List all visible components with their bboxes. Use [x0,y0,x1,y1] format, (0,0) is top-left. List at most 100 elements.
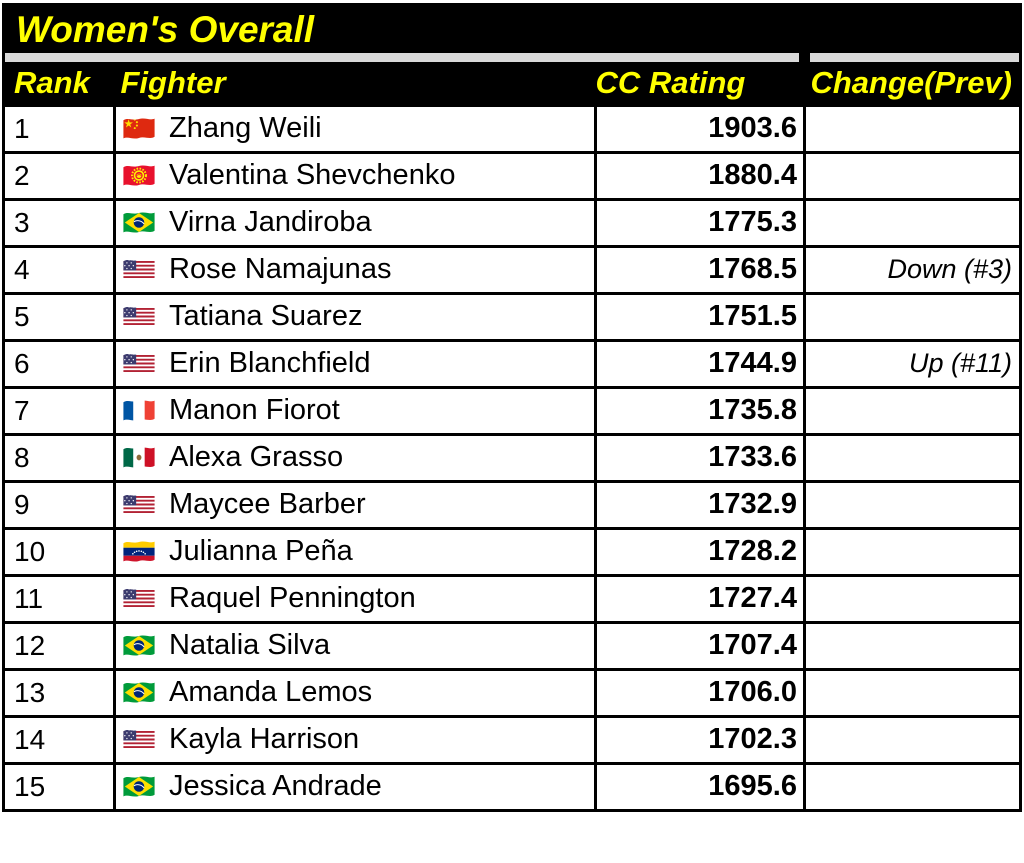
rank-cell: 15 [2,761,116,812]
fighter-name: Kayla Harrison [169,723,360,755]
fighter-name: Amanda Lemos [169,676,373,708]
change-cell [803,479,1022,530]
rank-cell: 2 [2,150,116,201]
rank-cell: 10 [2,526,116,577]
cc-rating-cell: 1728.2 [594,526,806,577]
title-row: Women's Overall [3,4,1021,53]
change-cell [803,385,1022,436]
spacer-right [799,53,1021,62]
rankings-table: Women's Overall Rank Fighter CC Rating C… [2,3,1022,812]
cc-rating-cell: 1880.4 [594,150,806,201]
flag-us-icon [122,351,156,376]
cc-rating-cell: 1768.5 [594,244,806,295]
fighter-name: Julianna Peña [169,535,353,567]
fighter-name: Alexa Grasso [169,441,344,473]
fighter-cell: Kayla Harrison [113,714,597,765]
fighter-name: Maycee Barber [169,488,366,520]
table-row: 6 Erin Blanchfield 1744.9 Up (#11) [2,338,1022,389]
flag-fr-icon [122,398,156,423]
change-cell [803,667,1022,718]
fighter-name: Raquel Pennington [169,582,416,614]
cc-rating-cell: 1775.3 [594,197,806,248]
fighter-cell: Manon Fiorot [113,385,597,436]
column-header-cc-rating: CC Rating [595,62,805,105]
change-cell: Up (#11) [803,338,1022,389]
table-row: 9 Maycee Barber 1732.9 [2,479,1022,530]
flag-br-icon [122,680,156,705]
cc-rating-cell: 1695.6 [594,761,806,812]
rank-cell: 1 [2,103,116,154]
fighter-name: Natalia Silva [169,629,331,661]
table-row: 7 Manon Fiorot 1735.8 [2,385,1022,436]
fighter-name: Zhang Weili [169,112,322,144]
fighter-cell: Virna Jandiroba [113,197,597,248]
column-header-fighter: Fighter [114,62,596,105]
change-cell: Down (#3) [803,244,1022,295]
rank-cell: 9 [2,479,116,530]
cc-rating-cell: 1702.3 [594,714,806,765]
rank-cell: 13 [2,667,116,718]
flag-us-icon [122,492,156,517]
cc-rating-cell: 1751.5 [594,291,806,342]
flag-us-icon [122,727,156,752]
flag-us-icon [122,257,156,282]
table-row: 5 Tatiana Suarez 1751.5 [2,291,1022,342]
spacer-row [3,53,1021,62]
table-row: 2 Valentina Shevchenko 1880.4 [2,150,1022,201]
fighter-cell: Rose Namajunas [113,244,597,295]
fighter-name: Rose Namajunas [169,253,392,285]
fighter-cell: Jessica Andrade [113,761,597,812]
flag-us-icon [122,586,156,611]
rank-cell: 3 [2,197,116,248]
change-cell [803,526,1022,577]
flag-br-icon [122,774,156,799]
rank-cell: 5 [2,291,116,342]
table-row: 10 Julianna Peña 1728.2 [2,526,1022,577]
table-row: 8 Alexa Grasso 1733.6 [2,432,1022,483]
rankings-body: 1 Zhang Weili 1903.6 2 Valentina Shevche… [2,103,1022,812]
rank-cell: 6 [2,338,116,389]
table-row: 14 Kayla Harrison 1702.3 [2,714,1022,765]
page-title: Women's Overall [16,9,315,50]
column-header-rank: Rank [3,62,115,105]
table-row: 12 Natalia Silva 1707.4 [2,620,1022,671]
table-row: 15 Jessica Andrade 1695.6 [2,761,1022,812]
table-row: 4 Rose Namajunas 1768.5 Down (#3) [2,244,1022,295]
flag-cn-icon [122,116,156,141]
flag-br-icon [122,210,156,235]
cc-rating-cell: 1732.9 [594,479,806,530]
change-cell [803,620,1022,671]
change-cell [803,714,1022,765]
flag-kg-icon [122,163,156,188]
change-cell [803,573,1022,624]
column-header-change: Change(Prev) [804,62,1021,105]
cc-rating-cell: 1903.6 [594,103,806,154]
cc-rating-cell: 1706.0 [594,667,806,718]
fighter-cell: Alexa Grasso [113,432,597,483]
spacer-left [3,53,805,62]
table-row: 13 Amanda Lemos 1706.0 [2,667,1022,718]
fighter-cell: Amanda Lemos [113,667,597,718]
table-row: 11 Raquel Pennington 1727.4 [2,573,1022,624]
change-cell [803,150,1022,201]
change-cell [803,761,1022,812]
fighter-name: Tatiana Suarez [169,300,363,332]
change-cell [803,432,1022,483]
fighter-cell: Tatiana Suarez [113,291,597,342]
fighter-cell: Julianna Peña [113,526,597,577]
fighter-name: Virna Jandiroba [169,206,372,238]
cc-rating-cell: 1733.6 [594,432,806,483]
fighter-cell: Natalia Silva [113,620,597,671]
change-cell [803,103,1022,154]
title-cell: Women's Overall [3,4,1021,53]
cc-rating-cell: 1707.4 [594,620,806,671]
rank-cell: 12 [2,620,116,671]
cc-rating-cell: 1735.8 [594,385,806,436]
flag-br-icon [122,633,156,658]
fighter-cell: Erin Blanchfield [113,338,597,389]
change-cell [803,291,1022,342]
change-cell [803,197,1022,248]
cc-rating-cell: 1727.4 [594,573,806,624]
fighter-cell: Zhang Weili [113,103,597,154]
rank-cell: 4 [2,244,116,295]
